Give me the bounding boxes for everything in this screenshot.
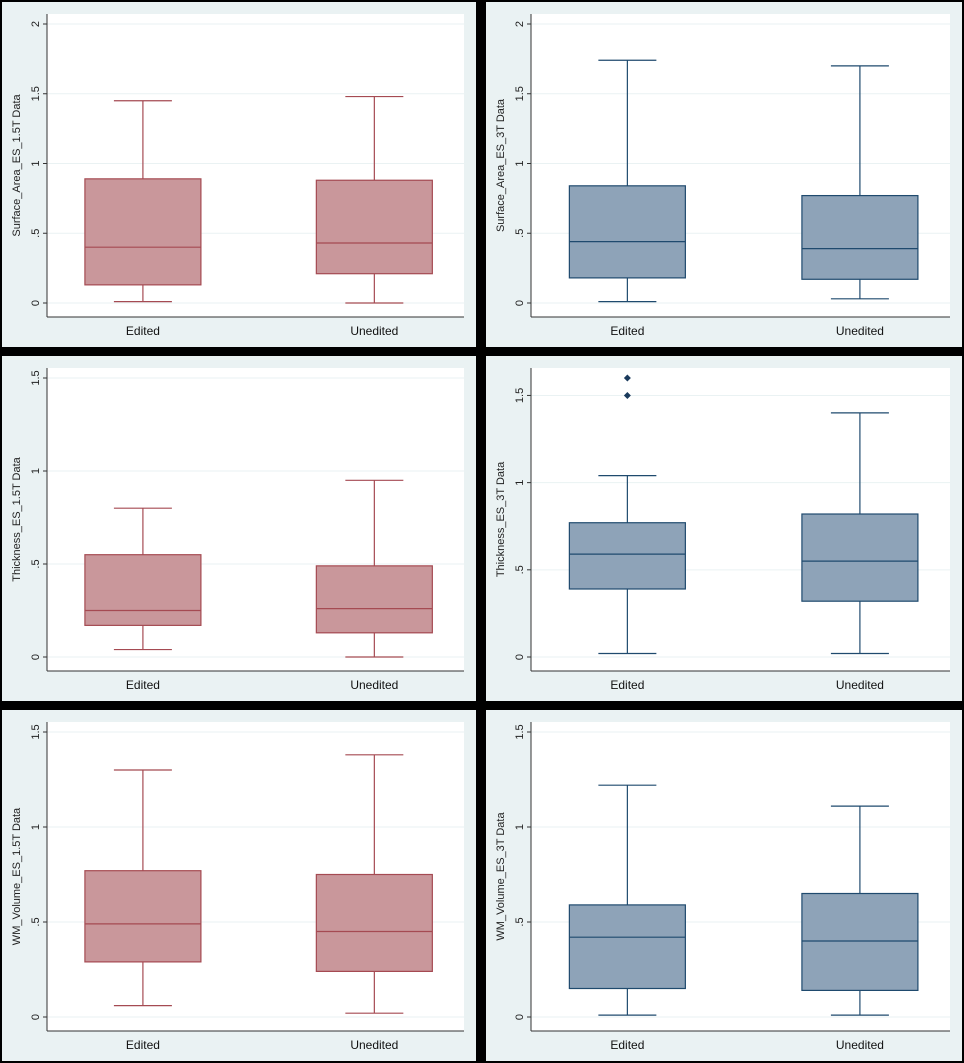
x-category-label: Unedited	[836, 1038, 884, 1052]
x-category-label: Edited	[610, 1038, 644, 1052]
y-axis-label: Thickness_ES_3T Data	[495, 461, 507, 577]
box-edited	[84, 769, 202, 1007]
x-category-label: Unedited	[350, 324, 398, 338]
boxplot-svg-0: 0 .5 1 1.5 2 Surface_Area_ES_1.5T Data Edited U…	[11, 14, 464, 338]
y-tick-label: .5	[30, 229, 42, 238]
y-tick-label: 1	[30, 824, 42, 830]
panel-surface-area-1-5t: 0 .5 1 1.5 2 Surface_Area_ES_1.5T Data Edited U…	[2, 2, 476, 347]
y-tick-label: 1	[514, 160, 526, 166]
y-tick-label: .5	[30, 917, 42, 926]
y-tick-label: 1	[514, 480, 526, 486]
y-tick-label: 1	[30, 160, 42, 166]
boxplot-svg-3: 0 .5 1 1.5 Thickness_ES_3T Data Edited Unedite…	[495, 368, 950, 692]
y-tick-label: 1.5	[514, 86, 526, 101]
x-category-label: Unedited	[350, 678, 398, 692]
boxplot-svg-2: 0 .5 1 1.5 Thickness_ES_1.5T Data Edited Unedi…	[11, 368, 464, 692]
box-edited	[568, 59, 686, 303]
y-tick-label: 1.5	[514, 724, 526, 739]
y-tick-label: 0	[514, 654, 526, 660]
iqr-box	[84, 178, 202, 286]
y-tick-label: 1.5	[30, 86, 42, 101]
iqr-box	[84, 870, 202, 963]
x-category-label: Edited	[610, 678, 644, 692]
x-category-label: Edited	[126, 324, 160, 338]
panel-thickness-3t: 0 .5 1 1.5 Thickness_ES_3T Data Edited Unedite…	[486, 356, 962, 701]
iqr-box	[801, 194, 919, 280]
panel-wm-volume-1-5t: 0 .5 1 1.5 WM_Volume_ES_1.5T Data Edited Unedi…	[2, 710, 476, 1061]
box-edited	[84, 507, 202, 651]
y-tick-label: 1	[514, 824, 526, 830]
boxplot-svg-1: 0 .5 1 1.5 2 Surface_Area_ES_3T Data Edited Une…	[495, 14, 950, 338]
x-category-label: Edited	[126, 1038, 160, 1052]
box-edited	[568, 374, 686, 655]
panel-surface-area-3t: 0 .5 1 1.5 2 Surface_Area_ES_3T Data Edited Une…	[486, 2, 962, 347]
x-category-label: Edited	[610, 324, 644, 338]
iqr-box	[568, 904, 686, 990]
y-tick-label: 1.5	[30, 370, 42, 385]
y-tick-label: 0	[30, 1014, 42, 1020]
y-tick-label: 0	[514, 300, 526, 306]
panel-wm-volume-3t: 0 .5 1 1.5 WM_Volume_ES_3T Data Edited Unedite…	[486, 710, 962, 1061]
iqr-box	[315, 873, 433, 973]
boxplot-svg-4: 0 .5 1 1.5 WM_Volume_ES_1.5T Data Edited Unedi…	[11, 722, 464, 1052]
y-tick-label: 2	[30, 21, 42, 27]
y-tick-label: 0	[30, 654, 42, 660]
iqr-box	[568, 522, 686, 590]
y-tick-label: 1.5	[30, 724, 42, 739]
y-axis-label: Thickness_ES_1.5T Data	[11, 456, 23, 581]
iqr-box	[801, 892, 919, 992]
boxplot-svg-5: 0 .5 1 1.5 WM_Volume_ES_3T Data Edited Unedite…	[495, 722, 950, 1052]
iqr-box	[315, 565, 433, 634]
box-unedited	[315, 95, 433, 304]
y-tick-label: 1	[30, 468, 42, 474]
iqr-box	[315, 179, 433, 275]
x-category-label: Unedited	[836, 678, 884, 692]
y-axis-label: WM_Volume_ES_3T Data	[495, 812, 507, 941]
y-tick-label: 1.5	[514, 388, 526, 403]
y-tick-label: 2	[514, 21, 526, 27]
y-axis-label: Surface_Area_ES_3T Data	[495, 98, 507, 232]
iqr-box	[568, 185, 686, 279]
y-axis-label: WM_Volume_ES_1.5T Data	[11, 807, 23, 945]
x-category-label: Unedited	[836, 324, 884, 338]
y-tick-label: 0	[514, 1014, 526, 1020]
box-unedited	[315, 479, 433, 658]
box-unedited	[801, 412, 919, 655]
iqr-box	[84, 554, 202, 626]
panel-thickness-1-5t: 0 .5 1 1.5 Thickness_ES_1.5T Data Edited Unedi…	[2, 356, 476, 701]
outlier-point	[623, 374, 631, 382]
box-unedited	[801, 65, 919, 300]
x-category-label: Edited	[126, 678, 160, 692]
y-tick-label: .5	[514, 565, 526, 574]
iqr-box	[801, 513, 919, 602]
y-tick-label: .5	[514, 917, 526, 926]
x-category-label: Unedited	[350, 1038, 398, 1052]
outlier-point	[623, 391, 631, 399]
box-edited	[84, 100, 202, 303]
box-unedited	[801, 805, 919, 1016]
y-axis-label: Surface_Area_ES_1.5T Data	[11, 93, 23, 236]
y-tick-label: 0	[30, 300, 42, 306]
box-unedited	[315, 754, 433, 1014]
y-tick-label: .5	[30, 559, 42, 568]
y-tick-label: .5	[514, 229, 526, 238]
box-edited	[568, 784, 686, 1016]
